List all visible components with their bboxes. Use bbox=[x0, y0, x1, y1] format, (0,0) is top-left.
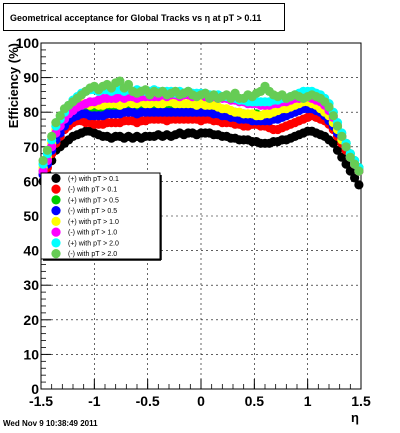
x-tick-label: 0.5 bbox=[245, 393, 265, 409]
legend-entry: (-) with pT > 0.1 bbox=[68, 187, 117, 194]
legend-marker bbox=[51, 206, 61, 216]
data-point bbox=[328, 111, 338, 121]
legend-box bbox=[40, 172, 161, 260]
data-point bbox=[55, 111, 65, 121]
data-point bbox=[324, 102, 334, 112]
x-tick-label: 0 bbox=[197, 393, 205, 409]
y-tick-labels: 0 10 20 30 40 50 60 70 80 90 100 bbox=[16, 35, 40, 397]
legend-entry: (+) with pT > 1.0 bbox=[68, 219, 119, 226]
legend-marker bbox=[51, 195, 61, 205]
y-tick-label: 10 bbox=[23, 346, 39, 362]
data-point bbox=[354, 166, 364, 176]
legend-marker bbox=[51, 216, 61, 226]
x-tick-label: 1.5 bbox=[351, 393, 371, 409]
data-point bbox=[47, 131, 57, 141]
data-point bbox=[337, 152, 347, 162]
data-point bbox=[332, 121, 343, 131]
legend: (+) with pT > 0.1 (-) with pT > 0.1 (+) wi… bbox=[40, 172, 162, 261]
y-tick-label: 60 bbox=[23, 173, 39, 189]
data-point bbox=[332, 145, 343, 155]
data-point bbox=[345, 152, 355, 162]
series-points bbox=[38, 76, 364, 176]
legend-marker bbox=[51, 238, 61, 248]
data-point bbox=[341, 142, 351, 152]
data-point bbox=[328, 138, 338, 148]
data-point bbox=[123, 79, 134, 90]
legend-entry: (-) with pT > 2.0 bbox=[68, 251, 117, 258]
y-axis-title: Efficiency (%) bbox=[6, 43, 21, 128]
chart-title: Geometrical acceptance for Global Tracks… bbox=[10, 13, 262, 23]
x-tick-label: 1 bbox=[304, 393, 312, 409]
x-axis-title: η bbox=[351, 410, 359, 425]
legend-entry: (+) with pT > 0.1 bbox=[68, 176, 119, 183]
y-tick-label: 80 bbox=[23, 104, 39, 120]
data-point bbox=[51, 118, 61, 128]
y-tick-label: 0 bbox=[31, 381, 39, 397]
x-tick-labels: -1.5 -1 -0.5 0 0.5 1 1.5 bbox=[29, 393, 371, 409]
y-tick-label: 40 bbox=[23, 243, 39, 259]
y-tick-label: 90 bbox=[23, 70, 39, 86]
legend-marker bbox=[51, 249, 61, 259]
y-tick-label: 50 bbox=[23, 208, 39, 224]
data-point bbox=[354, 180, 364, 190]
data-point bbox=[341, 159, 351, 169]
data-point bbox=[38, 156, 48, 166]
y-tick-label: 20 bbox=[23, 312, 39, 328]
data-point bbox=[350, 159, 360, 169]
legend-entry: (+) with pT > 0.5 bbox=[68, 197, 119, 204]
legend-marker bbox=[51, 184, 61, 194]
legend-entry: (+) with pT > 2.0 bbox=[68, 240, 119, 247]
legend-entry: (-) with pT > 1.0 bbox=[68, 230, 117, 237]
x-tick-label: -0.5 bbox=[136, 393, 160, 409]
data-point bbox=[337, 131, 347, 141]
timestamp: Wed Nov 9 10:38:49 2011 bbox=[3, 419, 98, 428]
y-tick-label: 30 bbox=[23, 277, 39, 293]
data-point bbox=[350, 173, 360, 183]
legend-marker bbox=[51, 173, 61, 183]
data-point bbox=[345, 166, 355, 176]
y-tick-label: 100 bbox=[16, 35, 40, 51]
chart-title-box: Geometrical acceptance for Global Tracks… bbox=[3, 3, 285, 31]
legend-entry: (-) with pT > 0.5 bbox=[68, 208, 117, 215]
x-tick-label: -1.5 bbox=[29, 393, 53, 409]
data-point bbox=[115, 76, 125, 86]
data-point bbox=[42, 145, 53, 155]
y-tick-label: 70 bbox=[23, 139, 39, 155]
x-tick-label: -1 bbox=[88, 393, 101, 409]
legend-marker bbox=[51, 227, 61, 237]
data-series bbox=[38, 76, 364, 190]
